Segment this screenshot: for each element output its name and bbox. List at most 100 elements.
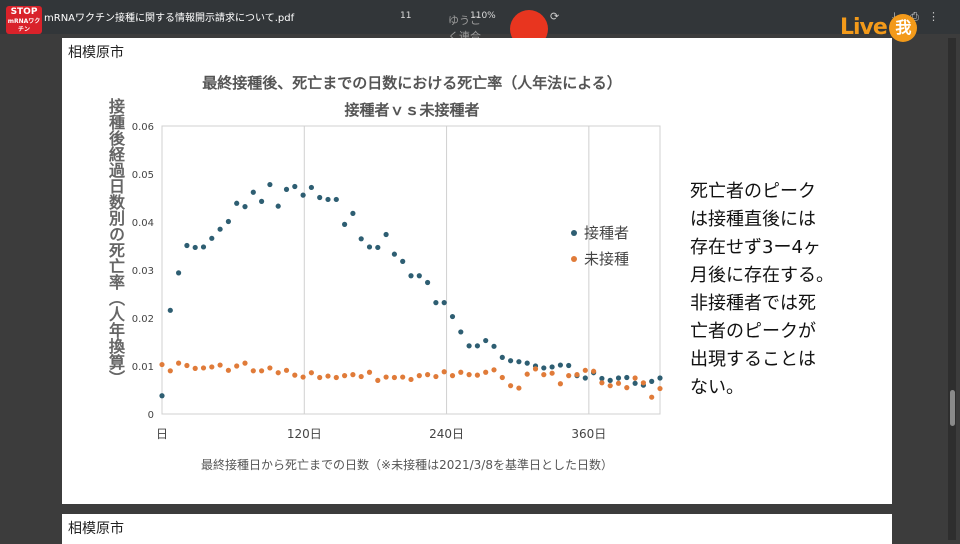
data-point bbox=[200, 244, 207, 250]
data-point bbox=[657, 375, 663, 381]
data-point bbox=[582, 367, 588, 373]
data-point bbox=[325, 373, 331, 379]
chart-subtitle: 接種者ｖｓ未接種者 bbox=[344, 101, 480, 119]
data-point bbox=[483, 369, 489, 375]
data-point bbox=[250, 189, 256, 195]
data-point bbox=[615, 375, 622, 381]
data-point bbox=[167, 368, 173, 374]
data-point bbox=[549, 370, 555, 376]
data-point bbox=[624, 385, 630, 391]
data-point bbox=[234, 363, 240, 369]
live-logo-text: Live bbox=[840, 15, 888, 40]
data-point bbox=[416, 273, 422, 279]
y-tick-label: 0.03 bbox=[132, 266, 154, 277]
data-point bbox=[416, 373, 422, 379]
note-line: 出現することは bbox=[690, 349, 816, 370]
document-title: mRNAワクチン接種に関する情報開示請求について.pdf bbox=[44, 13, 295, 24]
x-tick-label: 240日 bbox=[429, 427, 464, 441]
rotate-icon[interactable]: ⟳ bbox=[550, 10, 560, 23]
note-line: は接種直後には bbox=[690, 209, 816, 230]
x-tick-label: 360日 bbox=[571, 427, 606, 441]
note-line: 非接種者では死 bbox=[690, 293, 816, 314]
data-point bbox=[499, 354, 505, 360]
data-point bbox=[234, 200, 240, 206]
data-point bbox=[225, 367, 231, 373]
y-axis-label: 接種後経過日数別の死亡率（人年換算） bbox=[106, 98, 125, 386]
scrollbar-track[interactable] bbox=[948, 38, 956, 540]
data-point bbox=[375, 377, 381, 383]
data-point bbox=[532, 366, 539, 372]
data-point bbox=[200, 365, 207, 371]
y-tick-label: 0.05 bbox=[132, 170, 154, 181]
data-point bbox=[225, 218, 231, 225]
note-line: 亡者のピークが bbox=[690, 321, 816, 342]
data-point bbox=[283, 367, 290, 373]
data-point bbox=[516, 385, 522, 391]
data-point bbox=[400, 374, 406, 380]
data-point bbox=[441, 300, 447, 306]
data-point bbox=[591, 368, 597, 374]
data-point bbox=[192, 244, 198, 251]
legend-marker bbox=[571, 230, 577, 236]
data-point bbox=[267, 365, 273, 371]
data-point bbox=[192, 365, 198, 371]
data-point bbox=[250, 368, 256, 374]
data-point bbox=[649, 378, 655, 384]
data-point bbox=[574, 372, 580, 378]
data-point bbox=[541, 365, 547, 371]
data-point bbox=[391, 251, 397, 257]
data-point bbox=[176, 270, 182, 276]
data-point bbox=[599, 375, 605, 382]
data-point bbox=[159, 393, 165, 399]
stop-logo-text: STOP bbox=[10, 7, 38, 17]
data-point bbox=[466, 372, 472, 378]
data-point bbox=[292, 183, 298, 190]
y-tick-label: 0.01 bbox=[132, 362, 154, 373]
data-point bbox=[184, 242, 190, 249]
data-point bbox=[466, 343, 472, 349]
data-point bbox=[375, 244, 381, 251]
data-point bbox=[259, 368, 265, 374]
data-point bbox=[607, 383, 613, 389]
data-point bbox=[358, 373, 364, 380]
chart-plot: 日 120日 240日 360日 0 0.01 0.02 0.03 0.04 0.05 0.06 接種… bbox=[132, 122, 663, 441]
scrollbar-thumb[interactable] bbox=[950, 390, 955, 426]
data-point bbox=[408, 273, 414, 279]
page-number[interactable]: 11 bbox=[400, 11, 412, 21]
data-point bbox=[607, 377, 613, 383]
data-point bbox=[350, 372, 356, 378]
data-point bbox=[383, 231, 389, 238]
data-point bbox=[366, 244, 373, 250]
data-point bbox=[524, 371, 530, 377]
data-point bbox=[342, 221, 348, 227]
more-icon[interactable]: ⋮ bbox=[928, 10, 939, 23]
data-point bbox=[342, 373, 348, 379]
data-point bbox=[242, 204, 248, 210]
data-point bbox=[524, 360, 530, 366]
data-point bbox=[508, 383, 514, 389]
data-point bbox=[275, 203, 281, 209]
data-point bbox=[441, 369, 447, 375]
legend-marker bbox=[571, 256, 577, 262]
data-point bbox=[176, 360, 182, 366]
data-point bbox=[242, 360, 248, 366]
data-point bbox=[649, 394, 655, 400]
data-point bbox=[640, 380, 647, 386]
data-point bbox=[333, 374, 339, 381]
live-logo: Live 我 bbox=[840, 14, 917, 42]
pdf-page-next: 相模原市 bbox=[62, 514, 892, 544]
data-point bbox=[317, 194, 323, 201]
data-point bbox=[317, 374, 323, 381]
data-point bbox=[283, 186, 290, 192]
data-point bbox=[391, 374, 397, 381]
zoom-level[interactable]: 110% bbox=[470, 11, 496, 21]
data-point bbox=[308, 184, 314, 191]
data-point bbox=[458, 329, 464, 335]
legend-label: 接種者 bbox=[584, 224, 629, 242]
annotation-note: 死亡者のピーク は接種直後には 存在せず3ー4ヶ 月後に存在する。 非接種者では… bbox=[690, 178, 880, 402]
data-point bbox=[566, 373, 572, 379]
data-point bbox=[217, 362, 223, 368]
print-icon[interactable]: ⎙ bbox=[910, 10, 919, 23]
data-point bbox=[366, 369, 373, 375]
data-point bbox=[557, 362, 563, 368]
